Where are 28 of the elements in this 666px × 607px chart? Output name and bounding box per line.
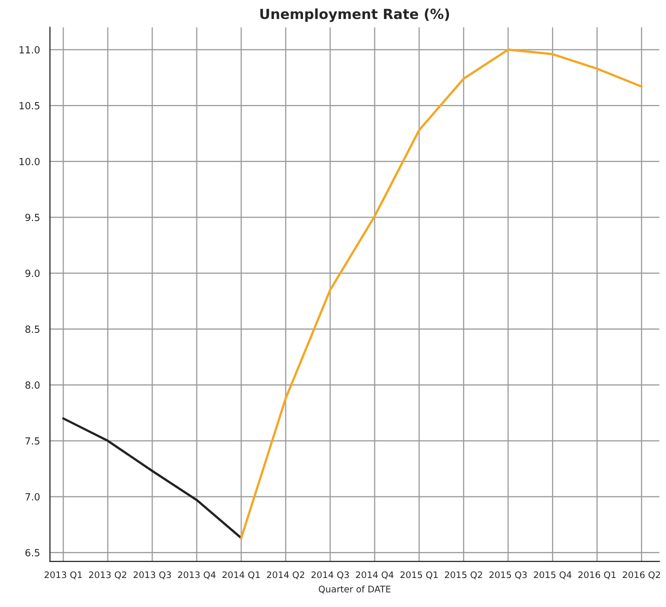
y-tick-label: 10.0 (20, 158, 40, 166)
x-tick-label: 2015 Q1 (400, 571, 438, 580)
x-tick-label: 2014 Q4 (356, 571, 394, 580)
x-tick-label: 2013 Q4 (178, 571, 216, 580)
x-tick-label: 2013 Q3 (134, 571, 171, 580)
x-tick-label: 2014 Q1 (222, 571, 260, 580)
x-tick-label: 2016 Q2 (622, 571, 660, 580)
x-tick-label: 2013 Q2 (89, 571, 126, 580)
x-tick-label: 2016 Q1 (578, 571, 616, 580)
y-tick-label: 9.5 (25, 214, 40, 222)
y-tick-label: 10.5 (20, 102, 40, 110)
x-tick-label: 2013 Q1 (44, 571, 82, 580)
x-tick-label: 2015 Q2 (444, 571, 482, 580)
y-tick-label: 9.0 (25, 270, 40, 277)
chart-title: Unemployment Rate (%) (260, 8, 450, 22)
x-tick-label: 2015 Q3 (489, 571, 527, 580)
y-tick-label: 7.5 (26, 437, 40, 445)
x-tick-label: 2014 Q2 (267, 571, 304, 580)
x-axis-title: Quarter of DATE (318, 585, 390, 594)
y-tick-label: 7.0 (26, 493, 40, 500)
x-tick-label: 2014 Q3 (311, 571, 349, 580)
y-tick-label: 8.0 (25, 381, 40, 389)
line-series (62, 417, 242, 540)
y-tick-label: 11.0 (20, 46, 40, 54)
line-series (240, 48, 643, 540)
y-tick-label: 8.5 (25, 326, 40, 333)
x-tick-label: 2015 Q4 (534, 571, 572, 580)
y-tick-label: 6.5 (25, 549, 40, 556)
